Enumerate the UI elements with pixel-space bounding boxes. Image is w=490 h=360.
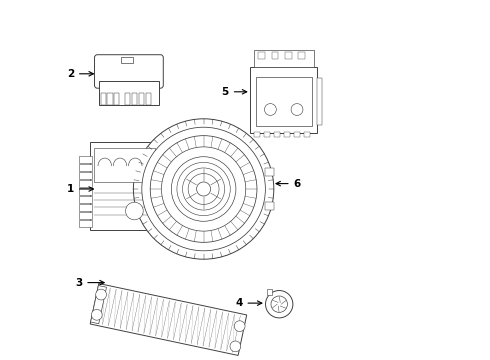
Circle shape	[234, 321, 245, 332]
Bar	[284, 132, 290, 138]
Bar	[79, 204, 92, 211]
Circle shape	[291, 104, 303, 116]
Circle shape	[125, 202, 143, 220]
Bar	[79, 220, 92, 227]
Circle shape	[133, 119, 274, 259]
Circle shape	[271, 296, 288, 312]
Circle shape	[150, 136, 257, 242]
Text: 5: 5	[221, 87, 247, 97]
Circle shape	[92, 310, 102, 320]
Text: 3: 3	[75, 278, 104, 288]
Bar	[254, 132, 260, 138]
Polygon shape	[91, 285, 106, 324]
FancyBboxPatch shape	[95, 55, 163, 88]
Circle shape	[162, 147, 245, 231]
Bar	[122, 57, 133, 63]
Bar	[94, 148, 155, 182]
Bar	[98, 81, 159, 105]
Bar	[132, 93, 137, 105]
Polygon shape	[90, 284, 246, 355]
Bar	[79, 188, 92, 195]
Bar	[272, 52, 278, 59]
Text: 1: 1	[67, 184, 94, 194]
Circle shape	[266, 291, 293, 318]
Bar	[317, 78, 322, 125]
Bar	[298, 52, 305, 59]
Bar	[107, 93, 113, 105]
Bar	[164, 173, 170, 204]
Bar	[79, 172, 92, 179]
Bar	[79, 212, 92, 219]
Bar	[114, 93, 120, 105]
Circle shape	[96, 289, 106, 300]
Bar	[294, 132, 300, 138]
Text: 4: 4	[235, 298, 262, 308]
Bar	[266, 168, 274, 176]
Bar	[250, 67, 317, 133]
Bar	[125, 93, 130, 105]
Circle shape	[265, 104, 276, 116]
Circle shape	[172, 157, 236, 221]
Bar	[266, 202, 274, 210]
Bar	[265, 132, 270, 138]
Bar	[100, 93, 105, 105]
Bar	[254, 50, 314, 67]
Bar	[146, 93, 151, 105]
Circle shape	[196, 182, 211, 196]
Bar	[90, 142, 164, 230]
Text: 2: 2	[67, 69, 94, 79]
Text: 6: 6	[276, 179, 301, 189]
Bar	[79, 156, 92, 163]
Circle shape	[230, 341, 241, 352]
Bar	[304, 132, 310, 138]
Bar	[256, 77, 312, 126]
Bar	[79, 180, 92, 187]
Bar	[139, 93, 144, 105]
Bar	[79, 196, 92, 203]
Circle shape	[142, 127, 266, 251]
Bar	[79, 164, 92, 171]
Bar	[268, 289, 271, 294]
Bar	[285, 52, 292, 59]
Bar	[258, 52, 265, 59]
Bar	[274, 132, 280, 138]
